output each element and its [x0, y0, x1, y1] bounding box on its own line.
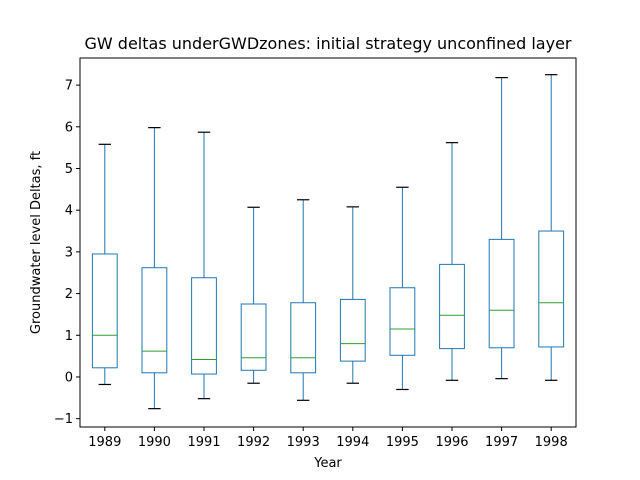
y-tick-label: 3 [65, 245, 73, 260]
y-axis: −1 0 1 2 3 4 5 6 7 [54, 79, 80, 428]
x-tick-label: 1998 [535, 435, 568, 450]
y-tick-label: 5 [65, 162, 73, 177]
chart-title: GW deltas underGWDzones: initial strateg… [85, 34, 572, 53]
iqr-box [241, 304, 266, 370]
box-1995 [390, 187, 415, 389]
x-tick-label: 1990 [138, 435, 171, 450]
iqr-box [142, 268, 167, 373]
x-tick-label: 1996 [435, 435, 468, 450]
iqr-box [390, 288, 415, 356]
box-1996 [440, 143, 465, 381]
y-tick-label: 4 [65, 204, 73, 219]
y-axis-label: Groundwater level Deltas, ft [29, 151, 44, 334]
y-tick-label: −1 [54, 412, 73, 427]
iqr-box [440, 264, 465, 348]
iqr-box [539, 231, 564, 347]
box-1994 [340, 207, 365, 383]
iqr-box [340, 299, 365, 361]
y-tick-label: 0 [65, 370, 73, 385]
y-tick-label: 6 [65, 120, 73, 135]
x-tick-label: 1993 [287, 435, 320, 450]
iqr-box [92, 254, 117, 368]
x-tick-label: 1997 [485, 435, 518, 450]
iqr-box [489, 239, 514, 347]
box-1997 [489, 78, 514, 379]
iqr-box [291, 303, 316, 373]
box-1992 [241, 207, 266, 383]
y-tick-label: 7 [65, 79, 73, 94]
x-tick-label: 1989 [88, 435, 121, 450]
x-tick-label: 1992 [237, 435, 270, 450]
x-tick-label: 1994 [336, 435, 369, 450]
x-axis-label: Year [313, 456, 342, 471]
x-tick-label: 1991 [187, 435, 220, 450]
box-1991 [192, 132, 217, 398]
x-axis: 1989 1990 1991 1992 1993 1994 1995 1996 1997 1998 [88, 427, 567, 450]
x-tick-label: 1995 [386, 435, 419, 450]
box-1990 [142, 128, 167, 409]
plot-area [92, 75, 563, 409]
y-tick-label: 1 [65, 329, 73, 344]
y-tick-label: 2 [65, 287, 73, 302]
box-1998 [539, 75, 564, 381]
box-1989 [92, 144, 117, 384]
box-1993 [291, 200, 316, 401]
